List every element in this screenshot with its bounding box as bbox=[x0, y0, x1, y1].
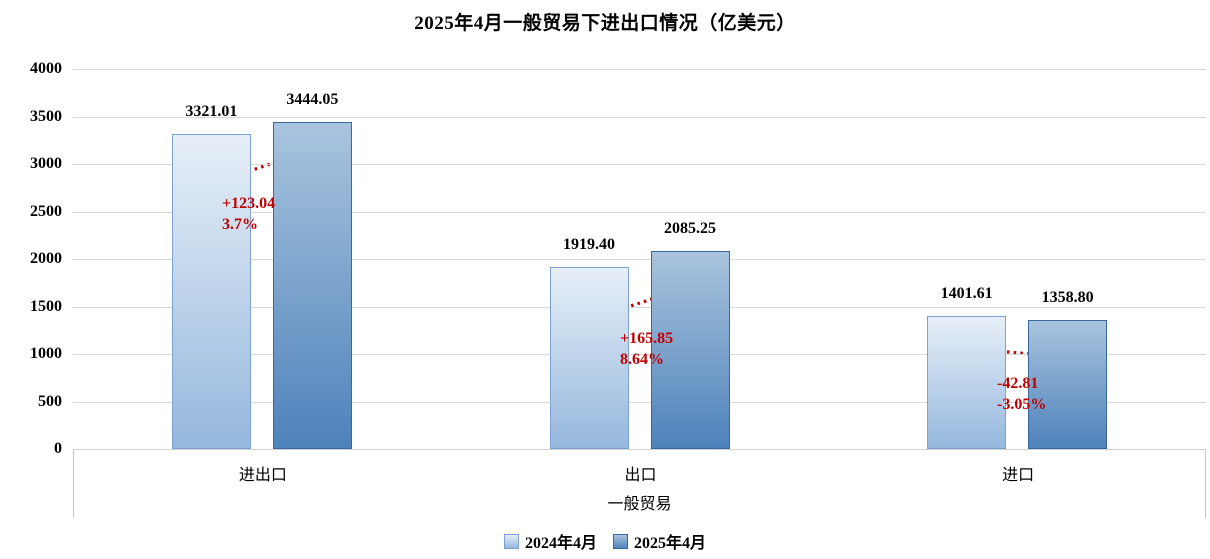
bar-wrap: 1358.80 bbox=[1028, 289, 1108, 449]
legend-swatch bbox=[613, 533, 628, 549]
legend-label: 2024年4月 bbox=[524, 535, 597, 552]
bar-wrap: 1401.61 bbox=[927, 285, 1007, 449]
bar-series-0-cat-1 bbox=[549, 266, 629, 449]
annotation-percent: -3.05% bbox=[997, 396, 1047, 413]
arrow-export bbox=[611, 287, 681, 314]
gridline bbox=[73, 116, 1206, 118]
gridline bbox=[73, 259, 1206, 260]
bar-value-label: 1401.61 bbox=[940, 284, 993, 302]
y-axis-tick-label: 2500 bbox=[30, 202, 62, 220]
x-axis-title: 一般贸易 bbox=[607, 496, 672, 513]
bar-wrap: 1919.40 bbox=[549, 236, 629, 449]
gridline bbox=[73, 354, 1206, 355]
gridline bbox=[73, 164, 1206, 165]
legend-swatch bbox=[503, 533, 519, 549]
annotation-delta: +123.04 bbox=[222, 195, 276, 212]
y-axis-tick-label: 0 bbox=[54, 440, 62, 457]
bar-series-1-cat-1 bbox=[650, 250, 730, 449]
chart-title: 2025年4月一般贸易下进出口情况（亿美元） bbox=[414, 13, 796, 34]
category-label-0: 进出口 bbox=[238, 467, 287, 484]
gridline bbox=[73, 401, 1206, 403]
y-axis-tick-label: 500 bbox=[38, 392, 62, 410]
y-axis-tick-labels: 0 500 1000 1500 2000 2500 3000 3500 4000 bbox=[0, 60, 62, 457]
bar-value-label: 3321.01 bbox=[185, 102, 238, 120]
legend: 2024年4月 2025年4月 bbox=[0, 529, 1210, 553]
category-axis: 一般贸易 进出口 出口 进口 bbox=[73, 449, 1206, 518]
bar-wrap: 3444.05 bbox=[272, 91, 352, 449]
plot-area: 3321.01 3444.05 1919.40 2085.25 1401.61 1358.… bbox=[73, 69, 1206, 449]
y-axis-tick-label: 1500 bbox=[30, 297, 62, 315]
gridline bbox=[73, 69, 1206, 70]
change-annotation-1: +165.85 8.64% bbox=[620, 328, 673, 370]
annotation-percent: 3.7% bbox=[222, 216, 258, 233]
bar-wrap: 2085.25 bbox=[650, 220, 730, 449]
category-label-2: 进口 bbox=[1002, 467, 1035, 484]
gridline bbox=[73, 211, 1206, 213]
y-axis-tick-label: 3000 bbox=[30, 155, 62, 172]
change-annotation-0: +123.04 3.7% bbox=[222, 193, 275, 235]
bar-value-label: 1358.80 bbox=[1041, 288, 1094, 306]
y-axis-tick-label: 2000 bbox=[30, 250, 62, 267]
arrow-import-export bbox=[222, 154, 292, 182]
annotation-delta: +165.85 bbox=[620, 330, 674, 347]
bar-value-label: 2085.25 bbox=[664, 219, 716, 237]
change-annotation-2: -42.81 -3.05% bbox=[997, 373, 1046, 415]
annotation-delta: -42.81 bbox=[997, 375, 1039, 392]
annotation-percent: 8.64% bbox=[620, 351, 664, 368]
bar-value-label: 1919.40 bbox=[563, 235, 615, 253]
legend-item-1: 2025年4月 bbox=[613, 529, 706, 553]
bar-group-2: 1401.61 1358.80 bbox=[927, 285, 1108, 449]
bar-series-0-cat-2 bbox=[927, 315, 1007, 449]
y-axis-tick-label: 4000 bbox=[30, 60, 62, 77]
bar-wrap: 3321.01 bbox=[171, 103, 251, 449]
bar-group-0: 3321.01 3444.05 bbox=[171, 91, 352, 449]
bar-series-1-cat-0 bbox=[272, 121, 352, 449]
y-axis-tick-label: 1000 bbox=[30, 345, 62, 362]
bar-series-1-cat-2 bbox=[1028, 319, 1108, 449]
category-label-1: 出口 bbox=[624, 467, 657, 484]
bar-series-0-cat-0 bbox=[171, 133, 251, 449]
legend-item-0: 2024年4月 bbox=[503, 529, 597, 553]
bar-value-label: 3444.05 bbox=[286, 90, 339, 108]
bar-group-1: 1919.40 2085.25 bbox=[549, 220, 730, 449]
y-axis-tick-label: 3500 bbox=[30, 107, 62, 125]
gridline bbox=[73, 306, 1206, 308]
legend-label: 2025年4月 bbox=[634, 535, 707, 552]
